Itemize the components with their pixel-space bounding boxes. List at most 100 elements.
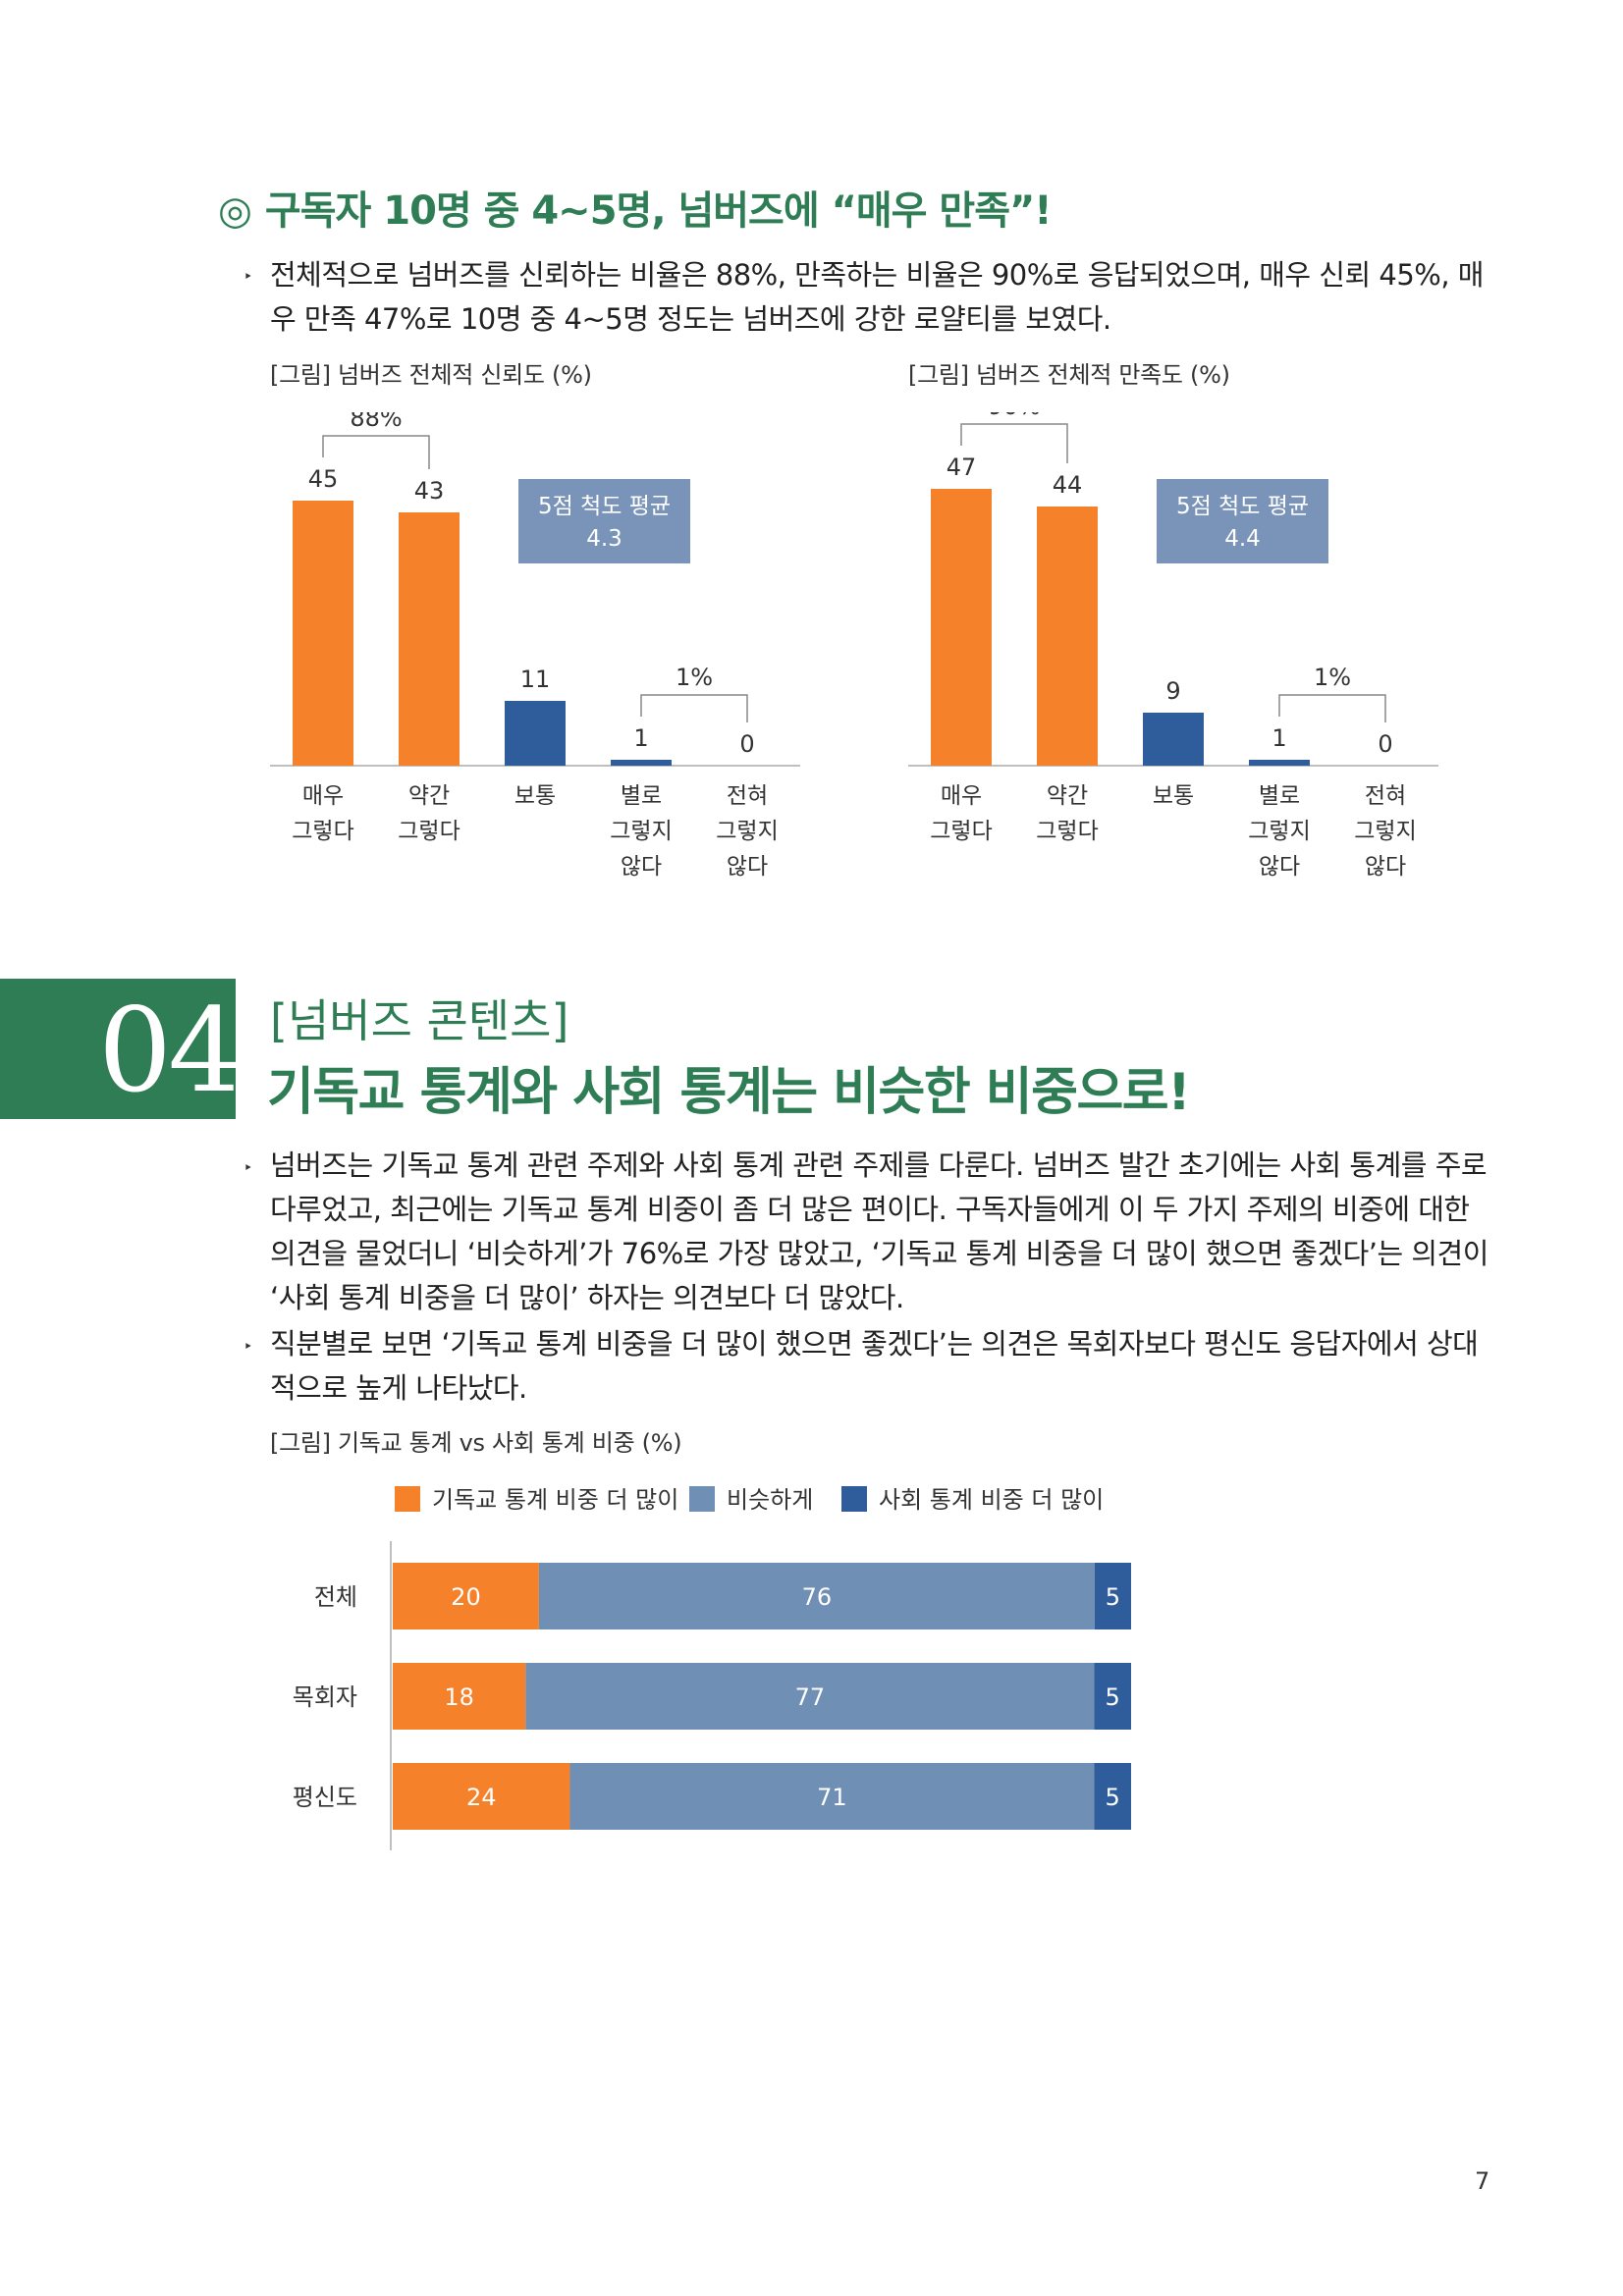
stacked-bar-segment xyxy=(1094,1663,1131,1730)
stacked-bar-segment xyxy=(1094,1763,1131,1830)
group-bracket xyxy=(640,694,748,722)
data-label: 76 xyxy=(802,1583,833,1611)
category-label: 않다 xyxy=(727,854,768,880)
paragraph-line: ‘사회 통계 비중을 더 많이’ 하자는 의견보다 더 많았다. xyxy=(270,1281,904,1314)
category-label: 않다 xyxy=(621,854,662,880)
category-label: 그렇다 xyxy=(1036,819,1098,844)
bullet-icon: ‣ xyxy=(243,267,253,286)
category-label: 보통 xyxy=(1153,783,1194,809)
stacked-bar-segment xyxy=(525,1663,1095,1730)
category-label: 그렇다 xyxy=(292,819,353,844)
data-label: 11 xyxy=(520,666,551,693)
category-label: 매우 xyxy=(941,783,982,809)
average-box xyxy=(1157,479,1328,563)
category-label: 그렇지 xyxy=(1354,819,1416,844)
data-label: 47 xyxy=(947,454,977,481)
data-label: 0 xyxy=(1378,730,1392,758)
paragraph-line: 의견을 물었더니 ‘비슷하게’가 76%로 가장 많았고, ‘기독교 통계 비중… xyxy=(270,1237,1488,1270)
group-bracket xyxy=(1278,694,1386,722)
group-label: 1% xyxy=(1314,664,1351,691)
section-subtitle: [넘버즈 콘텐츠] xyxy=(270,994,569,1047)
category-label: 그렇지 xyxy=(716,819,778,844)
category-label: 평신도 xyxy=(293,1784,357,1811)
stacked-bar-segment xyxy=(393,1663,526,1730)
legend-label: 사회 통계 비중 더 많이 xyxy=(879,1486,1104,1514)
stacked-bar-segment xyxy=(393,1763,570,1830)
category-label: 전체 xyxy=(314,1583,357,1611)
average-box-label: 5점 척도 평균 xyxy=(1176,494,1309,519)
paragraph-line: 넘버즈는 기독교 통계 관련 주제와 사회 통계 관련 주제를 다룬다. 넘버즈… xyxy=(270,1148,1488,1182)
category-label: 매우 xyxy=(302,783,344,809)
bar xyxy=(505,701,566,766)
stacked-bar-segment xyxy=(538,1563,1095,1629)
average-box-value: 4.3 xyxy=(586,526,622,552)
category-label: 그렇다 xyxy=(930,819,992,844)
content-paragraph-1: 넘버즈는 기독교 통계 관련 주제와 사회 통계 관련 주제를 다룬다. 넘버즈… xyxy=(270,1144,1497,1320)
category-label: 약간 xyxy=(1047,783,1088,809)
group-bracket xyxy=(960,423,1068,463)
average-box-label: 5점 척도 평균 xyxy=(538,494,671,519)
data-label: 43 xyxy=(414,477,445,505)
paragraph-line: 다루었고, 최근에는 기독교 통계 비중이 좀 더 많은 편이다. 구독자들에게… xyxy=(270,1193,1470,1226)
data-label: 44 xyxy=(1053,471,1083,499)
section-heading-text: 구독자 10명 중 4~5명, 넘버즈에 “매우 만족”! xyxy=(264,188,1053,234)
category-label: 보통 xyxy=(514,783,556,809)
category-label: 그렇지 xyxy=(610,819,672,844)
data-label: 5 xyxy=(1106,1583,1120,1611)
category-label: 그렇다 xyxy=(398,819,460,844)
average-box xyxy=(518,479,690,563)
data-label: 24 xyxy=(466,1784,497,1811)
page-number: 7 xyxy=(1475,2167,1490,2195)
average-box-value: 4.4 xyxy=(1224,526,1261,552)
stacked-bar-segment xyxy=(569,1763,1095,1830)
legend-label: 비슷하게 xyxy=(727,1486,813,1514)
data-label: 77 xyxy=(795,1683,826,1711)
category-label: 별로 xyxy=(621,783,662,809)
bar xyxy=(399,512,460,766)
legend-label: 기독교 통계 비중 더 많이 xyxy=(432,1486,678,1514)
category-label: 전혀 xyxy=(727,783,768,809)
bullet-icon: ‣ xyxy=(243,1337,253,1356)
paragraph-line: 적으로 높게 나타났다. xyxy=(270,1371,527,1405)
content-paragraph-2: 직분별로 보면 ‘기독교 통계 비중을 더 많이 했으면 좋겠다’는 의견은 목… xyxy=(270,1322,1497,1411)
group-label: 88% xyxy=(350,412,402,432)
paragraph-line: 우 만족 47%로 10명 중 4~5명 정도는 넘버즈에 강한 로얄티를 보였… xyxy=(270,302,1111,336)
group-label: 90% xyxy=(988,412,1040,420)
group-bracket xyxy=(322,435,430,469)
data-label: 1 xyxy=(1271,724,1286,752)
section-title: 기독교 통계와 사회 통계는 비슷한 비중으로! xyxy=(267,1063,1191,1122)
bar xyxy=(931,489,992,766)
bullet-icon: ‣ xyxy=(243,1158,253,1177)
data-label: 5 xyxy=(1106,1784,1120,1811)
section-heading: ◎ 구독자 10명 중 4~5명, 넘버즈에 “매우 만족”! xyxy=(218,179,1053,236)
category-label: 목회자 xyxy=(293,1683,357,1711)
data-label: 18 xyxy=(444,1683,474,1711)
section-number-bar xyxy=(0,979,236,1119)
data-label: 45 xyxy=(308,465,339,493)
data-label: 1 xyxy=(633,724,648,752)
bar xyxy=(1249,760,1310,766)
figure-caption-trust: [그림] 넘버즈 전체적 신뢰도 (%) xyxy=(270,361,592,389)
data-label: 71 xyxy=(817,1784,847,1811)
figure-caption-weight: [그림] 기독교 통계 vs 사회 통계 비중 (%) xyxy=(270,1429,682,1457)
data-label: 9 xyxy=(1165,677,1180,705)
bar xyxy=(1037,507,1098,766)
section-number: 04 xyxy=(98,983,242,1118)
bar xyxy=(293,501,353,766)
bar xyxy=(1143,713,1204,766)
legend-swatch xyxy=(689,1486,715,1512)
legend-swatch xyxy=(395,1486,420,1512)
paragraph-line: 전체적으로 넘버즈를 신뢰하는 비율은 88%, 만족하는 비율은 90%로 응… xyxy=(270,258,1484,292)
category-label: 않다 xyxy=(1365,854,1406,880)
data-label: 5 xyxy=(1106,1683,1120,1711)
stacked-bar-segment xyxy=(1094,1563,1131,1629)
paragraph-line: 직분별로 보면 ‘기독교 통계 비중을 더 많이 했으면 좋겠다’는 의견은 목… xyxy=(270,1327,1479,1361)
data-label: 0 xyxy=(739,730,754,758)
group-label: 1% xyxy=(676,664,713,691)
double-circle-icon: ◎ xyxy=(218,188,252,234)
bar xyxy=(611,760,672,766)
data-label: 20 xyxy=(451,1583,481,1611)
